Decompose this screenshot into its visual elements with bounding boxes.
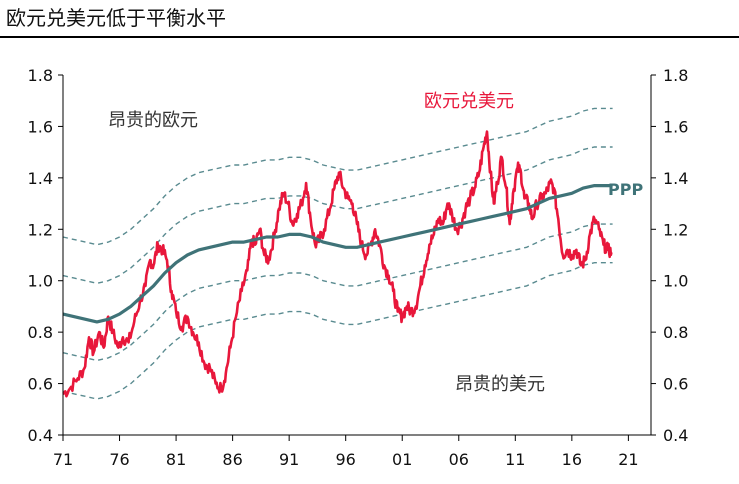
x-tick-label: 86 bbox=[222, 450, 242, 469]
series-label-ppp: PPP bbox=[608, 180, 643, 199]
y-tick-label-right: 0.8 bbox=[663, 323, 688, 342]
series-label-eurusd: 欧元兑美元 bbox=[424, 91, 514, 112]
y-tick-label-right: 0.6 bbox=[663, 375, 688, 394]
x-tick-label: 76 bbox=[109, 450, 129, 469]
ppp-band-line bbox=[62, 262, 613, 400]
y-tick-label-left: 0.8 bbox=[28, 323, 53, 342]
y-tick-label-left: 1.6 bbox=[28, 117, 53, 136]
title-rule bbox=[0, 36, 739, 38]
y-tick-label-right: 1.2 bbox=[663, 220, 688, 239]
ppp-band-line bbox=[62, 107, 613, 246]
x-tick-label: 81 bbox=[166, 450, 186, 469]
annotation-expensive-dollar: 昂贵的美元 bbox=[455, 374, 545, 395]
y-tick-label-left: 1.8 bbox=[28, 66, 53, 85]
y-tick-label-left: 0.6 bbox=[28, 375, 53, 394]
series-line-ppp bbox=[62, 184, 613, 324]
series-line-eurusd bbox=[62, 130, 613, 398]
axes: 0.4 0.4 0.6 0.6 0.8 0.8 1.0 1.0 1.2 1.2 1.4 1.4 1.6 1… bbox=[28, 66, 689, 469]
y-tick-label-right: 1.8 bbox=[663, 66, 688, 85]
page-title: 欧元兑美元低于平衡水平 bbox=[6, 6, 226, 30]
y-tick-label-left: 1.2 bbox=[28, 220, 53, 239]
ppp-bands bbox=[62, 107, 613, 400]
y-tick-label-left: 1.4 bbox=[28, 169, 53, 188]
x-tick-label: 11 bbox=[505, 450, 525, 469]
x-tick-label: 06 bbox=[449, 450, 469, 469]
x-tick-label: 01 bbox=[392, 450, 412, 469]
x-tick-label: 21 bbox=[618, 450, 638, 469]
y-tick-label-left: 1.0 bbox=[28, 272, 53, 291]
x-tick-label: 91 bbox=[279, 450, 299, 469]
y-tick-label-right: 1.0 bbox=[663, 272, 688, 291]
ppp-band-line bbox=[62, 223, 613, 362]
x-tick-label: 16 bbox=[562, 450, 582, 469]
y-tick-label-right: 1.4 bbox=[663, 169, 688, 188]
labels: 昂贵的欧元 昂贵的美元 欧元兑美元 PPP bbox=[108, 91, 643, 395]
y-tick-label-right: 0.4 bbox=[663, 426, 688, 445]
x-tick-label: 96 bbox=[336, 450, 356, 469]
ppp-band-line bbox=[62, 146, 613, 285]
y-tick-label-right: 1.6 bbox=[663, 117, 688, 136]
y-tick-label-left: 0.4 bbox=[28, 426, 53, 445]
annotation-expensive-euro: 昂贵的欧元 bbox=[108, 110, 198, 131]
series-layer bbox=[62, 130, 613, 398]
x-tick-label: 71 bbox=[53, 450, 73, 469]
